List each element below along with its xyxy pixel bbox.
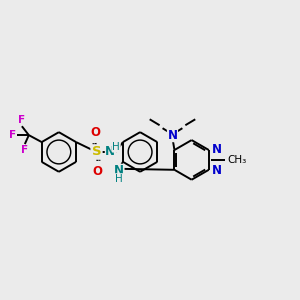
Text: O: O xyxy=(91,126,100,139)
Text: F: F xyxy=(21,145,28,155)
Text: N: N xyxy=(212,164,222,177)
Text: H: H xyxy=(112,142,120,152)
Text: N: N xyxy=(105,146,116,158)
Text: N: N xyxy=(167,129,178,142)
Text: O: O xyxy=(92,165,103,178)
Text: F: F xyxy=(18,115,26,125)
Text: CH₃: CH₃ xyxy=(227,155,247,165)
Text: S: S xyxy=(92,146,101,158)
Text: F: F xyxy=(9,130,16,140)
Text: N: N xyxy=(114,164,124,177)
Text: H: H xyxy=(115,174,123,184)
Text: N: N xyxy=(212,142,222,155)
